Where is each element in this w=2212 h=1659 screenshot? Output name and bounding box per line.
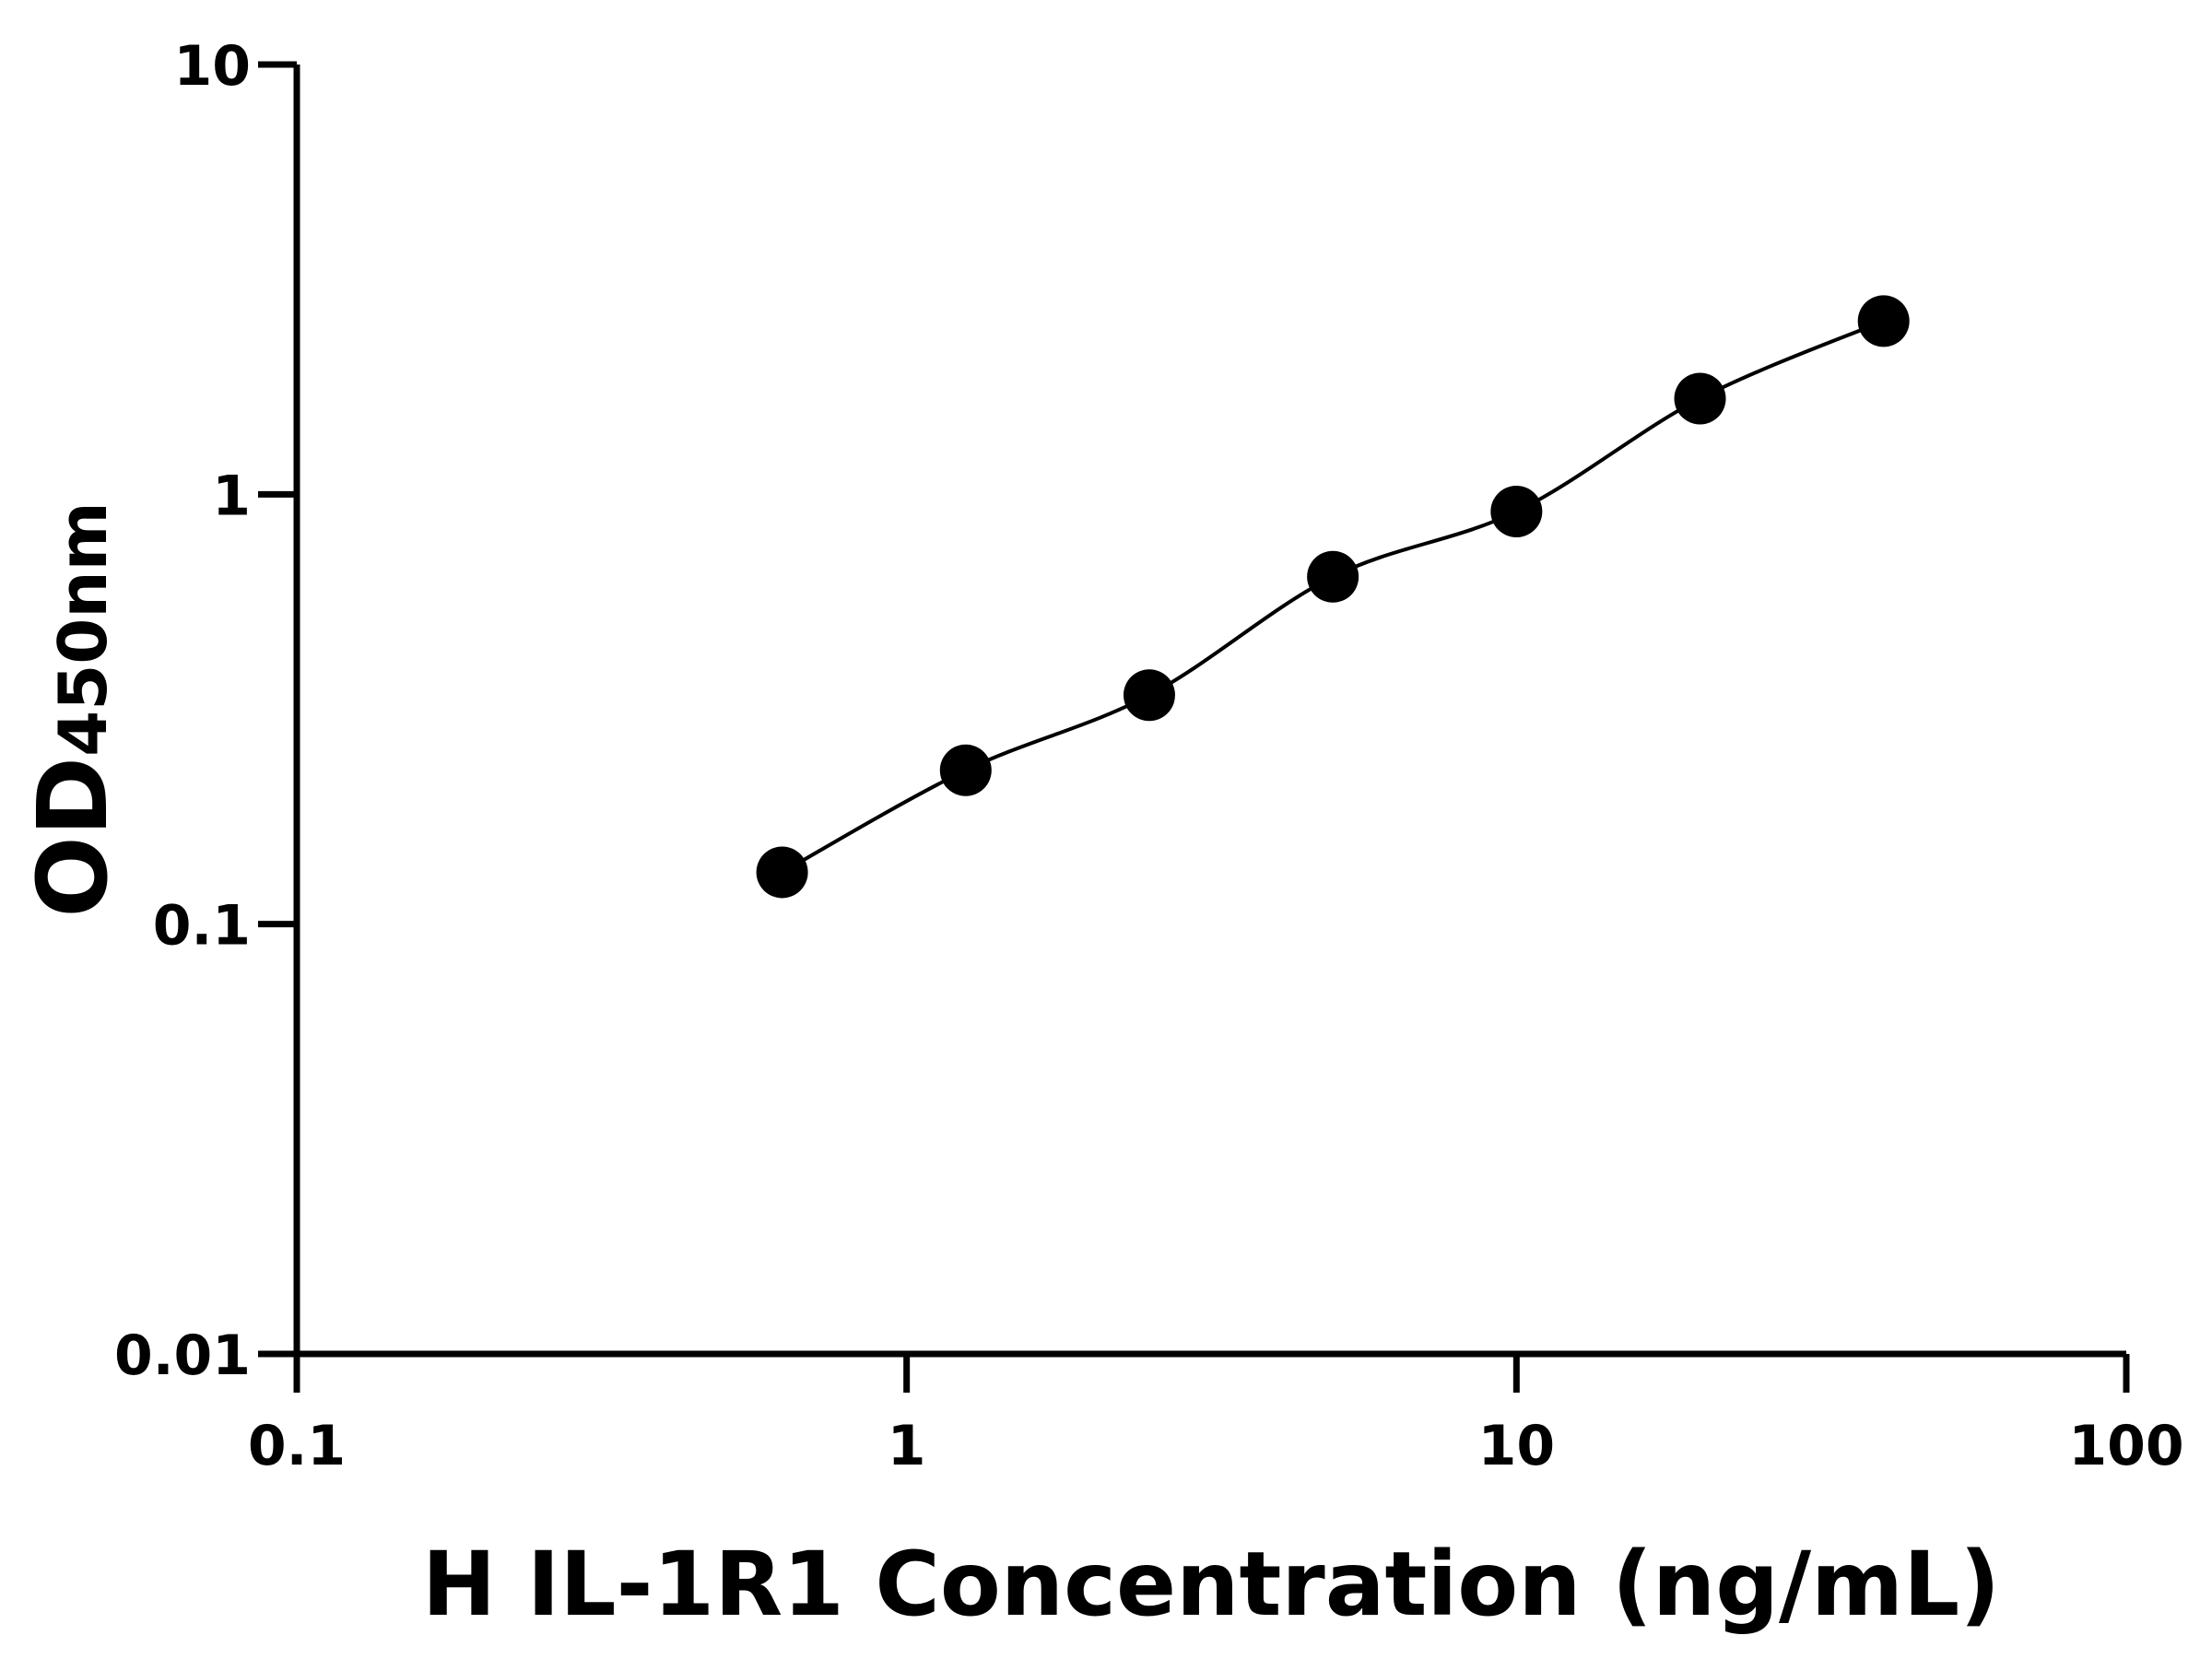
- x-tick-label: 10: [1478, 1414, 1556, 1478]
- x-tick-label: 1: [888, 1414, 926, 1478]
- data-point: [1857, 295, 1910, 347]
- y-tick-label: 0.01: [114, 1324, 251, 1388]
- y-tick-label: 0.1: [153, 894, 251, 959]
- data-point: [1123, 669, 1175, 722]
- data-point: [1490, 485, 1543, 537]
- x-tick-label: 100: [2068, 1414, 2183, 1478]
- x-tick-label: 0.1: [248, 1414, 346, 1478]
- data-point: [939, 744, 992, 796]
- y-tick-label: 1: [212, 464, 251, 528]
- y-axis-label-sub: 450nm: [44, 501, 122, 757]
- data-point: [1307, 550, 1359, 603]
- axes: [293, 65, 2126, 1358]
- x-axis-label: H IL-1R1 Concentration (ng/mL): [422, 1533, 2000, 1636]
- data-point: [756, 846, 808, 899]
- data-points: [756, 295, 1910, 899]
- data-point: [1674, 372, 1726, 425]
- y-axis-label-main: OD: [17, 757, 129, 918]
- ticks: 0.1 1 10 100 0.01 0.1 1 10: [114, 34, 2184, 1478]
- y-axis-label: OD450nm: [17, 501, 129, 917]
- y-tick-label: 10: [174, 34, 252, 99]
